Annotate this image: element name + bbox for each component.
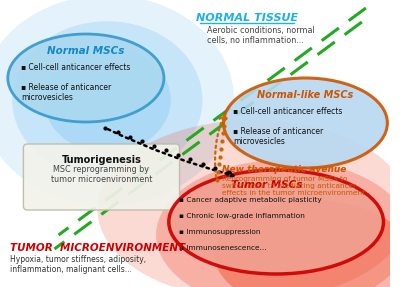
Text: ▪ Cancer adaptive metabolic plasticity: ▪ Cancer adaptive metabolic plasticity (178, 197, 321, 203)
Ellipse shape (156, 160, 400, 287)
Text: Hypoxia, tumor stiffness, adiposity,
inflammation, malignant cells...: Hypoxia, tumor stiffness, adiposity, inf… (10, 255, 146, 274)
Ellipse shape (12, 21, 202, 179)
Text: MSC reprogramming by
tumor microenvironment: MSC reprogramming by tumor microenvironm… (51, 165, 152, 185)
FancyBboxPatch shape (24, 144, 180, 210)
Text: ▪ Release of anticancer
microvesicles: ▪ Release of anticancer microvesicles (22, 83, 112, 102)
Ellipse shape (98, 120, 400, 287)
Ellipse shape (169, 170, 384, 274)
Text: Aerobic conditions, normal
cells, no inflammation...: Aerobic conditions, normal cells, no inf… (207, 26, 315, 45)
Text: ▪ Immunosuppression: ▪ Immunosuppression (178, 229, 260, 235)
Text: ▪ Immunosenescence...: ▪ Immunosenescence... (178, 245, 266, 251)
Text: Tumor MSCs: Tumor MSCs (231, 180, 302, 190)
Text: Normal-like MSCs: Normal-like MSCs (257, 90, 354, 100)
Text: ▪ Release of anticancer
microvesicles: ▪ Release of anticancer microvesicles (233, 127, 324, 146)
Text: New therapeutic avenue: New therapeutic avenue (222, 165, 347, 174)
Text: Normal MSCs: Normal MSCs (47, 46, 124, 56)
Ellipse shape (215, 200, 400, 287)
Ellipse shape (8, 34, 164, 122)
Text: Tumorigenesis: Tumorigenesis (62, 155, 142, 165)
Text: ▪ Cell-cell anticancer effects: ▪ Cell-cell anticancer effects (233, 107, 342, 116)
Text: TUMOR  MICROENVIRONMENT: TUMOR MICROENVIRONMENT (10, 243, 185, 253)
Text: ▪ Chronic low-grade inflammation: ▪ Chronic low-grade inflammation (178, 213, 304, 219)
Text: Reprogramming of tumor MSCs to
switch back to mediating anticancer
effects in th: Reprogramming of tumor MSCs to switch ba… (222, 176, 366, 196)
Text: ▪ Cell-cell anticancer effects: ▪ Cell-cell anticancer effects (22, 63, 131, 72)
Ellipse shape (224, 78, 387, 168)
Ellipse shape (44, 48, 171, 152)
Text: NORMAL TISSUE: NORMAL TISSUE (196, 13, 298, 23)
Ellipse shape (0, 0, 234, 205)
